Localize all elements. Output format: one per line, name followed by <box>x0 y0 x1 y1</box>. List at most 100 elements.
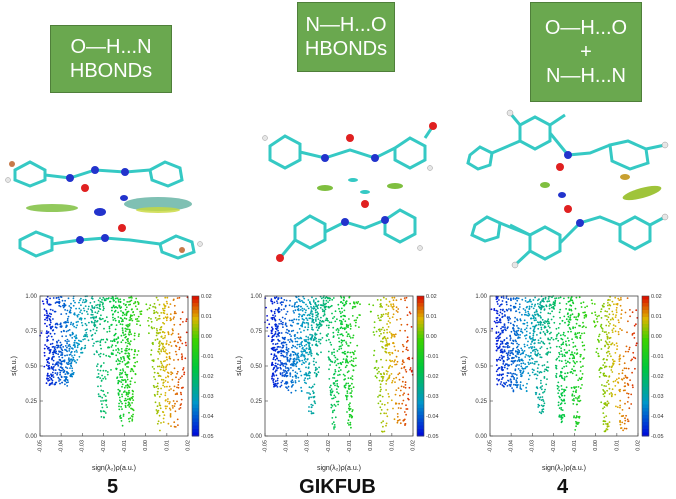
data-point <box>97 299 100 302</box>
data-point <box>571 338 573 341</box>
data-point <box>52 297 55 299</box>
data-point <box>540 307 543 310</box>
data-point <box>313 383 316 386</box>
data-point <box>332 331 335 334</box>
data-point <box>352 386 355 389</box>
data-point <box>525 366 527 368</box>
data-point <box>621 372 624 375</box>
data-point <box>170 425 172 427</box>
data-point <box>276 342 279 345</box>
data-point <box>341 302 344 305</box>
data-point <box>545 383 548 386</box>
data-point <box>330 360 332 363</box>
data-point <box>386 328 388 331</box>
data-point <box>578 296 581 299</box>
data-point <box>173 312 176 315</box>
data-point <box>347 422 349 424</box>
data-point <box>298 337 300 340</box>
data-point <box>557 392 560 394</box>
data-point <box>563 399 566 402</box>
data-point <box>175 376 177 379</box>
data-point <box>529 355 531 357</box>
colorbar-tick-label: 0.01 <box>201 314 212 320</box>
data-point <box>277 329 279 332</box>
data-point <box>311 326 313 329</box>
data-point <box>168 355 171 358</box>
colorbar-segment <box>417 296 424 300</box>
data-point <box>68 360 71 363</box>
data-point <box>336 318 338 321</box>
data-point <box>556 387 559 390</box>
data-point <box>517 353 520 355</box>
data-point <box>271 318 274 321</box>
colorbar-segment <box>642 338 649 342</box>
data-point <box>280 301 283 304</box>
data-point <box>392 342 395 345</box>
data-point <box>522 308 525 310</box>
data-point <box>100 347 102 350</box>
data-point <box>274 315 277 317</box>
data-point <box>275 296 278 299</box>
data-point <box>525 327 528 329</box>
data-point <box>170 371 173 373</box>
data-point <box>133 356 136 359</box>
data-point <box>185 331 188 334</box>
data-point <box>156 385 159 388</box>
data-point <box>276 383 278 385</box>
colorbar-segment <box>192 380 199 384</box>
data-point <box>305 382 307 385</box>
data-point <box>392 299 395 302</box>
data-point <box>66 371 68 374</box>
data-point <box>585 326 587 329</box>
data-point <box>611 310 614 313</box>
data-point <box>491 327 493 330</box>
data-point <box>575 425 577 428</box>
data-point <box>529 298 531 301</box>
data-point <box>576 318 579 321</box>
data-point <box>343 327 346 329</box>
colorbar-segment <box>192 394 199 398</box>
data-point <box>565 303 568 305</box>
data-point <box>111 340 114 343</box>
data-point <box>280 297 283 299</box>
data-point <box>337 331 340 334</box>
data-point <box>544 388 546 391</box>
data-point <box>162 307 164 310</box>
data-point <box>134 301 137 304</box>
data-point <box>573 361 576 364</box>
data-point <box>162 360 165 363</box>
data-point <box>351 315 354 317</box>
data-point <box>329 384 332 387</box>
data-point <box>116 358 119 360</box>
data-point <box>558 302 561 304</box>
data-point <box>378 319 381 322</box>
data-point <box>399 389 402 392</box>
data-point <box>383 336 386 339</box>
data-point <box>345 323 348 326</box>
data-point <box>624 350 627 353</box>
data-point <box>378 370 380 373</box>
data-point <box>179 377 182 379</box>
data-point <box>62 329 65 332</box>
data-point <box>504 363 507 366</box>
data-point <box>606 381 608 384</box>
data-point <box>351 307 354 310</box>
data-point <box>127 393 130 395</box>
data-point <box>168 363 171 366</box>
data-point <box>287 385 290 388</box>
data-point <box>280 309 283 311</box>
data-point <box>133 338 136 341</box>
data-point <box>549 312 552 315</box>
data-point <box>303 314 306 316</box>
data-point <box>65 312 68 315</box>
data-point <box>157 332 160 335</box>
data-point <box>612 362 614 365</box>
data-point <box>136 308 139 310</box>
label-line: HBONDs <box>69 60 153 82</box>
data-point <box>75 349 78 352</box>
data-point <box>46 312 48 315</box>
data-point <box>271 375 273 378</box>
data-point <box>629 315 631 318</box>
data-point <box>337 392 340 395</box>
data-point <box>49 323 51 326</box>
